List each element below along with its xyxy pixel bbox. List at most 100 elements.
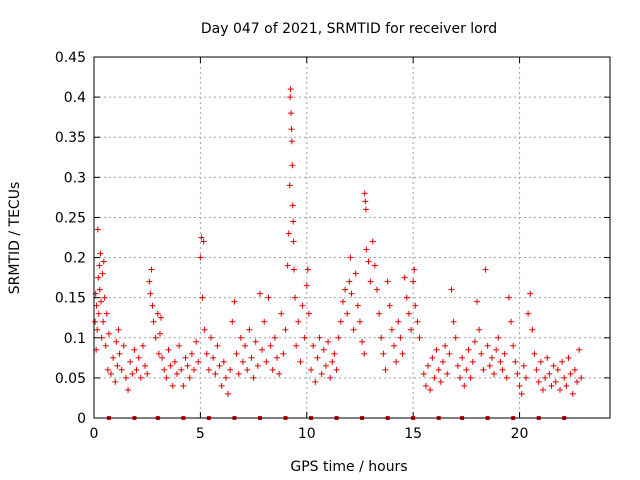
data-point <box>114 362 121 369</box>
data-point <box>503 374 510 381</box>
data-points <box>92 86 585 397</box>
data-point <box>403 294 410 301</box>
data-point <box>522 374 529 381</box>
data-point <box>93 302 100 309</box>
data-point <box>374 286 381 293</box>
data-point <box>290 218 297 225</box>
data-point <box>346 278 353 285</box>
data-point <box>361 190 368 197</box>
data-point <box>467 374 474 381</box>
data-point <box>552 378 559 385</box>
data-point <box>169 382 176 389</box>
data-point <box>99 270 106 277</box>
data-point <box>244 366 251 373</box>
data-point <box>380 350 387 357</box>
data-point <box>422 382 429 389</box>
data-point <box>505 294 512 301</box>
data-point <box>525 310 532 317</box>
data-point <box>254 362 261 369</box>
data-point <box>184 362 191 369</box>
data-point <box>488 354 495 361</box>
data-point <box>444 370 451 377</box>
data-point <box>452 334 459 341</box>
data-point <box>147 290 154 297</box>
y-tick-label: 0.35 <box>55 130 86 146</box>
data-point <box>478 350 485 357</box>
data-point <box>210 354 217 361</box>
data-point <box>333 366 340 373</box>
data-point <box>448 286 455 293</box>
data-point <box>96 286 103 293</box>
data-point <box>97 250 104 257</box>
data-point <box>529 326 536 333</box>
data-point <box>497 358 504 365</box>
data-point <box>301 334 308 341</box>
data-point <box>165 346 172 353</box>
data-point <box>362 206 369 213</box>
data-point <box>125 386 132 393</box>
data-point <box>537 358 544 365</box>
data-point <box>92 318 99 325</box>
data-point <box>456 374 463 381</box>
data-point <box>459 354 466 361</box>
data-point <box>94 326 101 333</box>
data-point <box>229 318 236 325</box>
data-point <box>250 374 257 381</box>
data-point <box>163 374 170 381</box>
x-axis-label: GPS time / hours <box>290 459 407 475</box>
data-point <box>278 310 285 317</box>
data-point <box>429 354 436 361</box>
data-point <box>382 366 389 373</box>
data-point <box>195 358 202 365</box>
data-point <box>546 370 553 377</box>
data-point <box>212 370 219 377</box>
data-point <box>378 334 385 341</box>
data-point <box>325 338 332 345</box>
y-tick-label: 0.25 <box>55 210 86 226</box>
data-point <box>122 374 129 381</box>
y-tick-label: 0.1 <box>64 331 86 347</box>
data-point <box>354 302 361 309</box>
data-point <box>531 350 538 357</box>
data-point <box>101 294 108 301</box>
data-point <box>563 382 570 389</box>
data-point <box>512 358 519 365</box>
data-point <box>263 358 270 365</box>
data-point <box>233 350 240 357</box>
data-point <box>127 358 134 365</box>
data-point <box>137 374 144 381</box>
data-point <box>159 354 166 361</box>
data-point <box>420 370 427 377</box>
data-point <box>361 350 368 357</box>
data-point <box>463 366 470 373</box>
data-point <box>289 202 296 209</box>
data-point <box>148 266 155 273</box>
data-point <box>411 266 418 273</box>
data-point <box>252 338 259 345</box>
data-point <box>171 358 178 365</box>
data-point <box>578 374 585 381</box>
data-point <box>352 270 359 277</box>
data-point <box>567 370 574 377</box>
data-point <box>118 366 125 373</box>
data-point <box>350 326 357 333</box>
data-point <box>214 342 221 349</box>
data-point <box>482 266 489 273</box>
data-point <box>565 354 572 361</box>
y-tick-label: 0.05 <box>55 371 86 387</box>
data-point <box>348 290 355 297</box>
data-point <box>173 370 180 377</box>
data-point <box>439 358 446 365</box>
data-point <box>182 354 189 361</box>
data-point <box>569 390 576 397</box>
data-point <box>535 378 542 385</box>
data-point <box>369 238 376 245</box>
data-point <box>362 198 369 205</box>
data-point <box>410 278 417 285</box>
data-point <box>308 366 315 373</box>
data-point <box>112 378 119 385</box>
data-point <box>405 310 412 317</box>
data-point <box>186 374 193 381</box>
data-point <box>105 330 112 337</box>
